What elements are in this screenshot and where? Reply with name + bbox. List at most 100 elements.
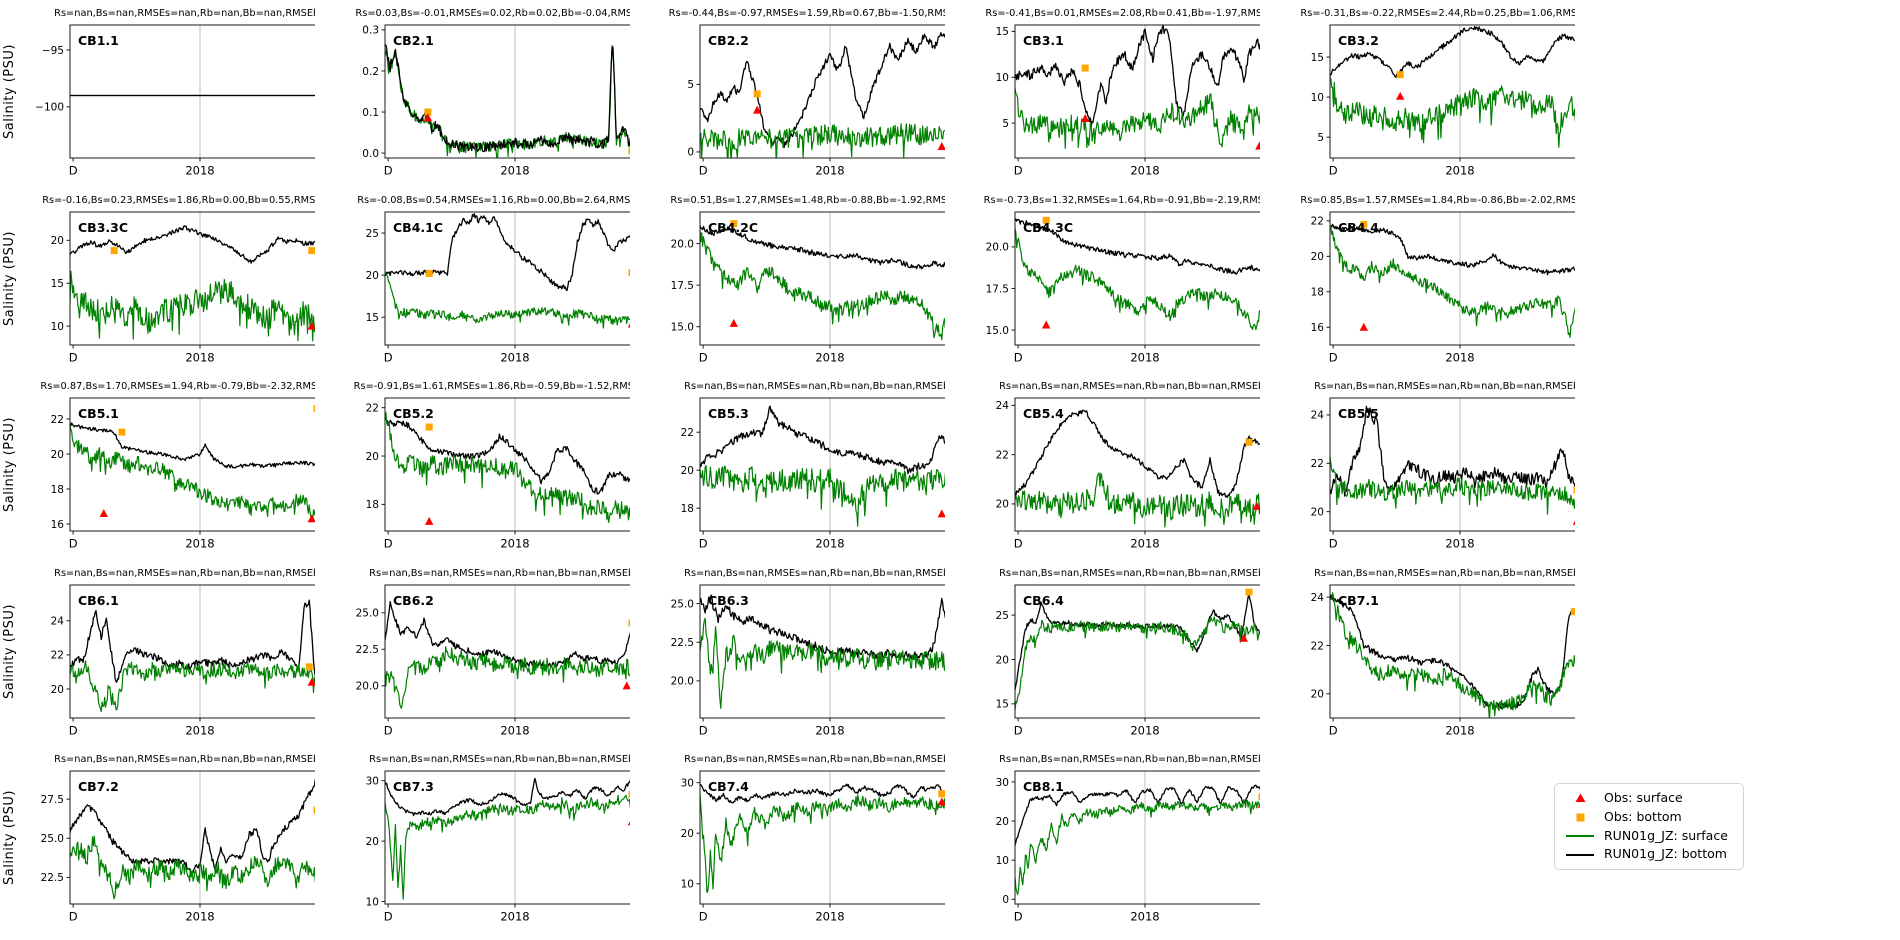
subplot-CB5.1: Rs=0.87,Bs=1.70,RMSEs=1.94,Rb=-0.79,Bb=-… xyxy=(2,381,315,551)
y-tick-label: 20 xyxy=(366,451,379,463)
y-tick-label: 18 xyxy=(51,484,64,496)
model-surface-line xyxy=(385,272,630,329)
model-bottom-line xyxy=(1330,594,1575,710)
series-group xyxy=(70,422,315,522)
model-surface-line xyxy=(700,465,945,527)
station-label: CB5.1 xyxy=(78,406,119,421)
x-tick-label: D xyxy=(1329,537,1338,551)
subplot-CB6.4: Rs=nan,Bs=nan,RMSEs=nan,Rb=nan,Bb=nan,RM… xyxy=(996,568,1260,738)
subplot-title: Rs=0.51,Bs=1.27,RMSEs=1.48,Rb=-0.88,Bb=-… xyxy=(670,195,945,206)
x-tick-label: 2018 xyxy=(1130,351,1159,365)
series-group xyxy=(1330,592,1575,718)
model-bottom-line xyxy=(700,783,945,804)
obs-surface-marker xyxy=(423,113,433,122)
y-tick-label: 16 xyxy=(1311,322,1325,334)
y-tick-label: 22 xyxy=(681,427,694,439)
subplot-title: Rs=nan,Bs=nan,RMSEs=nan,Rb=nan,Bb=nan,RM… xyxy=(54,568,315,579)
obs-surface-triangle-icon xyxy=(1563,793,1597,803)
x-tick-label: 2018 xyxy=(1445,537,1474,551)
x-tick-label: 2018 xyxy=(185,910,214,924)
x-tick-label: 2018 xyxy=(500,164,529,178)
station-label: CB4.2C xyxy=(708,220,758,235)
y-tick-label: 5 xyxy=(687,79,694,91)
x-tick-label: D xyxy=(384,724,393,738)
subplot-CB7.3: Rs=nan,Bs=nan,RMSEs=nan,Rb=nan,Bb=nan,RM… xyxy=(366,754,630,924)
obs-surface-marker xyxy=(99,509,108,517)
obs-bottom-marker xyxy=(1396,71,1404,79)
model-bottom-line xyxy=(385,601,630,668)
model-surface-line xyxy=(1330,76,1575,148)
subplot-title: Rs=nan,Bs=nan,RMSEs=nan,Rb=nan,Bb=nan,RM… xyxy=(369,754,630,765)
model-bottom-line xyxy=(70,599,315,683)
subplot-title: Rs=nan,Bs=nan,RMSEs=nan,Rb=nan,Bb=nan,RM… xyxy=(999,568,1260,579)
y-tick-label: 20.0 xyxy=(671,676,694,688)
model-bottom-line xyxy=(1330,223,1575,276)
obs-bottom-marker xyxy=(1573,486,1575,494)
station-label: CB7.1 xyxy=(1338,593,1379,608)
model-bottom-line xyxy=(1330,25,1575,78)
model-surface-line xyxy=(700,123,945,158)
obs-bottom-marker xyxy=(730,220,738,228)
y-tick-label: 22.5 xyxy=(671,637,694,649)
obs-bottom-marker xyxy=(1360,220,1368,228)
y-tick-label: 22 xyxy=(996,449,1009,461)
subplot-CB5.2: Rs=-0.91,Bs=1.61,RMSEs=1.86,Rb=-0.59,Bb=… xyxy=(354,381,630,551)
model-surface-line xyxy=(700,230,945,341)
subplot-title: Rs=nan,Bs=nan,RMSEs=nan,Rb=nan,Bb=nan,RM… xyxy=(54,8,315,19)
y-tick-label: 30 xyxy=(681,777,694,789)
obs-surface-marker xyxy=(1081,114,1090,123)
series-group xyxy=(1015,25,1260,149)
y-tick-label: 10 xyxy=(681,879,694,891)
model-bottom-line xyxy=(1015,784,1260,846)
model-bottom-line xyxy=(385,44,630,153)
y-tick-label: 24 xyxy=(996,400,1010,412)
x-tick-label: D xyxy=(1329,724,1338,738)
x-tick-label: D xyxy=(384,351,393,365)
model-surface-line xyxy=(385,794,630,900)
model-surface-line xyxy=(70,835,315,900)
subplot-CB6.3: Rs=nan,Bs=nan,RMSEs=nan,Rb=nan,Bb=nan,RM… xyxy=(671,568,945,738)
x-tick-label: 2018 xyxy=(1130,910,1159,924)
y-tick-label: 22 xyxy=(1311,216,1324,228)
model-surface-line xyxy=(1015,799,1260,896)
series-group xyxy=(700,225,945,341)
station-label: CB2.2 xyxy=(708,33,749,48)
legend-label-model-bottom: RUN01g_JZ: bottom xyxy=(1604,846,1727,862)
model-bottom-line xyxy=(70,422,315,469)
y-axis-label: Salinity (PSU) xyxy=(2,790,17,885)
obs-bottom-marker xyxy=(1081,64,1089,72)
station-label: CB4.4 xyxy=(1338,220,1379,235)
model-bottom-line xyxy=(700,225,945,270)
station-label: CB3.2 xyxy=(1338,33,1379,48)
legend-label-obs-surface: Obs: surface xyxy=(1604,790,1683,806)
obs-surface-marker xyxy=(1572,520,1575,525)
obs-surface-marker xyxy=(1042,320,1051,329)
y-tick-label: −100 xyxy=(35,102,64,114)
series-group xyxy=(1330,223,1575,338)
subplot-CB5.3: Rs=nan,Bs=nan,RMSEs=nan,Rb=nan,Bb=nan,RM… xyxy=(681,381,945,551)
station-label: CB5.5 xyxy=(1338,406,1379,421)
subplot-CB7.4: Rs=nan,Bs=nan,RMSEs=nan,Rb=nan,Bb=nan,RM… xyxy=(681,754,945,924)
station-label: CB5.4 xyxy=(1023,406,1064,421)
y-tick-label: 25 xyxy=(996,610,1009,622)
series-group xyxy=(385,601,630,709)
y-tick-label: 15 xyxy=(51,278,64,290)
series-group xyxy=(70,778,315,900)
x-tick-label: 2018 xyxy=(1130,724,1159,738)
x-tick-label: 2018 xyxy=(185,724,214,738)
obs-surface-marker xyxy=(425,516,434,525)
subplot-title: Rs=-0.31,Bs=-0.22,RMSEs=2.44,Rb=0.25,Bb=… xyxy=(1300,8,1575,19)
y-tick-label: 20 xyxy=(1311,506,1324,518)
obs-bottom-marker xyxy=(313,405,315,412)
y-tick-label: 15 xyxy=(996,26,1009,38)
subplot-title: Rs=nan,Bs=nan,RMSEs=nan,Rb=nan,Bb=nan,RM… xyxy=(1314,381,1575,392)
obs-bottom-marker xyxy=(425,423,433,431)
y-tick-label: 5 xyxy=(1317,132,1324,144)
y-tick-label: 22 xyxy=(1311,458,1324,470)
y-tick-label: 20 xyxy=(681,828,694,840)
y-tick-label: 22 xyxy=(1311,640,1324,652)
y-tick-label: 25.0 xyxy=(41,833,64,845)
subplot-title: Rs=nan,Bs=nan,RMSEs=nan,Rb=nan,Bb=nan,RM… xyxy=(684,381,945,392)
station-label: CB7.3 xyxy=(393,779,434,794)
y-tick-label: 15 xyxy=(366,312,379,324)
